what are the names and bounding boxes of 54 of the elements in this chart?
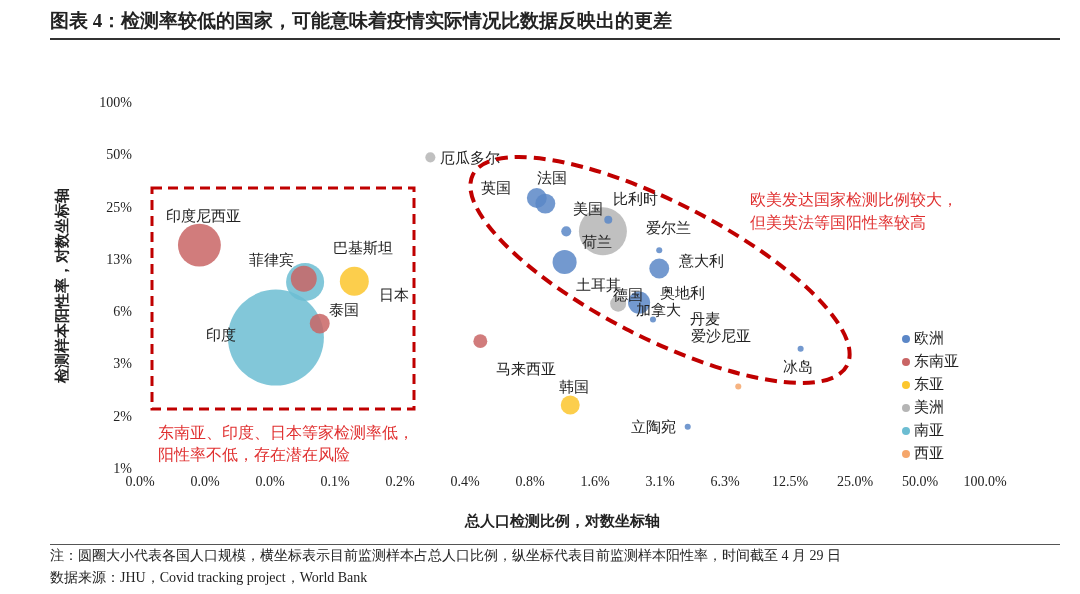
annotation: 法国 [537,169,568,186]
x-tick-label: 0.0% [190,473,220,489]
annotation: 马来西亚 [496,361,557,378]
annotation: 泰国 [328,301,359,318]
y-tick-label: 13% [106,251,133,267]
annotation: 爱尔兰 [645,219,691,236]
annotation: 比利时 [612,190,658,207]
x-tick-label: 6.3% [710,473,740,489]
annotation: 英国 [480,180,511,197]
y-tick-label: 100% [99,94,133,110]
source-note: 数据来源：JHU，Covid tracking project，World Bank [50,569,369,587]
legend-label: 东南亚 [914,352,959,371]
annotation: 巴基斯坦 [333,240,394,257]
annotation: 东南亚、印度、日本等家检测率低，阳性率不低，存在潜在风险 [158,423,415,465]
legend-label: 欧洲 [914,329,944,348]
y-tick-label: 50% [106,147,133,163]
annotation: 冰岛 [782,358,813,375]
x-tick-label: 0.0% [255,473,285,489]
x-tick-label: 25.0% [836,473,874,489]
y-tick-label: 6% [113,304,133,320]
annotation: 意大利 [677,252,724,269]
x-tick-label: 100.0% [963,473,1007,489]
x-tick-label: 0.8% [515,473,545,489]
text: 注：圆圈大小代表各国人口规模，横坐标表示目前监测样本占总人口比例，纵坐标代表目前监测样本阳性率，时间截至 4 月 29 日 [50,547,842,565]
legend-label: 西亚 [914,444,944,463]
annotation: 菲律宾 [249,252,295,269]
x-tick-label: 1.6% [580,473,610,489]
y-tick-label: 3% [113,356,133,372]
x-tick-label: 50.0% [901,473,939,489]
annotation: 印度尼西亚 [165,208,241,225]
y-axis-title: 检测样本阳性率，对数坐标轴 [53,187,71,384]
y-tick-label: 1% [113,460,133,476]
annotation: 日本 [379,287,410,304]
annotation: 立陶宛 [631,418,677,435]
y-tick-label: 25% [106,199,133,215]
x-tick-label: 0.2% [385,473,415,489]
x-tick-label: 12.5% [771,473,809,489]
annotation: 韩国 [559,379,590,396]
chart-title: 图表 4：检测率较低的国家，可能意味着疫情实际情况比数据反映出的更差 [50,8,1060,40]
annotation: 欧美发达国家检测比例较大，但美英法等国阳性率较高 [750,190,959,233]
annotation: 荷兰 [582,233,613,250]
annotation: 丹麦 [689,310,720,327]
y-tick-label: 2% [113,408,133,424]
x-tick-label: 0.0% [125,473,155,489]
annotation: 奥地利 [660,284,706,301]
x-tick-label: 3.1% [645,473,675,489]
x-tick-label: 0.1% [320,473,350,489]
legend-label: 美洲 [914,398,944,417]
x-tick-label: 0.4% [450,473,480,489]
x-axis-title: 总人口检测比例，对数坐标轴 [464,513,660,529]
annotation: 爱沙尼亚 [690,327,751,344]
legend-label: 东亚 [914,375,944,394]
annotation: 美国 [572,200,603,217]
legend-label: 南亚 [914,421,944,440]
